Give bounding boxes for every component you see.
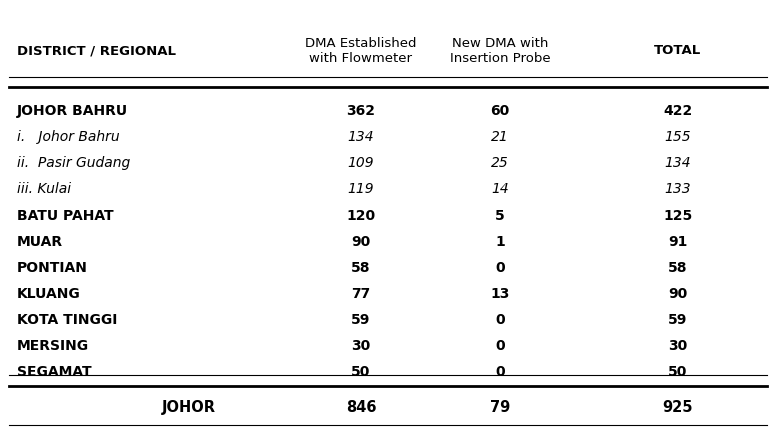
Text: JOHOR BAHRU: JOHOR BAHRU — [17, 104, 128, 118]
Text: 134: 134 — [665, 156, 691, 170]
Text: iii. Kulai: iii. Kulai — [17, 182, 71, 197]
Text: 0: 0 — [495, 261, 505, 275]
Text: 30: 30 — [352, 339, 371, 353]
Text: 120: 120 — [346, 209, 376, 222]
Text: KOTA TINGGI: KOTA TINGGI — [17, 313, 117, 327]
Text: DMA Established
with Flowmeter: DMA Established with Flowmeter — [305, 37, 417, 65]
Text: 30: 30 — [668, 339, 688, 353]
Text: 0: 0 — [495, 365, 505, 379]
Text: 21: 21 — [491, 130, 509, 144]
Text: 13: 13 — [490, 287, 510, 301]
Text: 59: 59 — [352, 313, 371, 327]
Text: ii.  Pasir Gudang: ii. Pasir Gudang — [17, 156, 130, 170]
Text: 925: 925 — [663, 400, 693, 414]
Text: 90: 90 — [352, 235, 371, 249]
Text: 1: 1 — [495, 235, 505, 249]
Text: 14: 14 — [491, 182, 509, 197]
Text: 50: 50 — [668, 365, 688, 379]
Text: 422: 422 — [663, 104, 693, 118]
Text: 60: 60 — [490, 104, 510, 118]
Text: 109: 109 — [348, 156, 374, 170]
Text: SEGAMAT: SEGAMAT — [17, 365, 92, 379]
Text: 77: 77 — [352, 287, 371, 301]
Text: TOTAL: TOTAL — [654, 44, 702, 57]
Text: 5: 5 — [495, 209, 505, 222]
Text: BATU PAHAT: BATU PAHAT — [17, 209, 113, 222]
Text: DISTRICT / REGIONAL: DISTRICT / REGIONAL — [17, 44, 176, 57]
Text: 125: 125 — [663, 209, 693, 222]
Text: JOHOR: JOHOR — [162, 400, 216, 414]
Text: i.   Johor Bahru: i. Johor Bahru — [17, 130, 120, 144]
Text: 0: 0 — [495, 339, 505, 353]
Text: 133: 133 — [665, 182, 691, 197]
Text: 90: 90 — [668, 287, 688, 301]
Text: PONTIAN: PONTIAN — [17, 261, 88, 275]
Text: 58: 58 — [352, 261, 371, 275]
Text: 134: 134 — [348, 130, 374, 144]
Text: 846: 846 — [345, 400, 376, 414]
Text: New DMA with
Insertion Probe: New DMA with Insertion Probe — [450, 37, 550, 65]
Text: 91: 91 — [668, 235, 688, 249]
Text: 155: 155 — [665, 130, 691, 144]
Text: KLUANG: KLUANG — [17, 287, 81, 301]
Text: 0: 0 — [495, 313, 505, 327]
Text: 79: 79 — [490, 400, 511, 414]
Text: 58: 58 — [668, 261, 688, 275]
Text: 362: 362 — [346, 104, 376, 118]
Text: 59: 59 — [668, 313, 688, 327]
Text: 50: 50 — [352, 365, 371, 379]
Text: MUAR: MUAR — [17, 235, 63, 249]
Text: 25: 25 — [491, 156, 509, 170]
Text: MERSING: MERSING — [17, 339, 89, 353]
Text: 119: 119 — [348, 182, 374, 197]
